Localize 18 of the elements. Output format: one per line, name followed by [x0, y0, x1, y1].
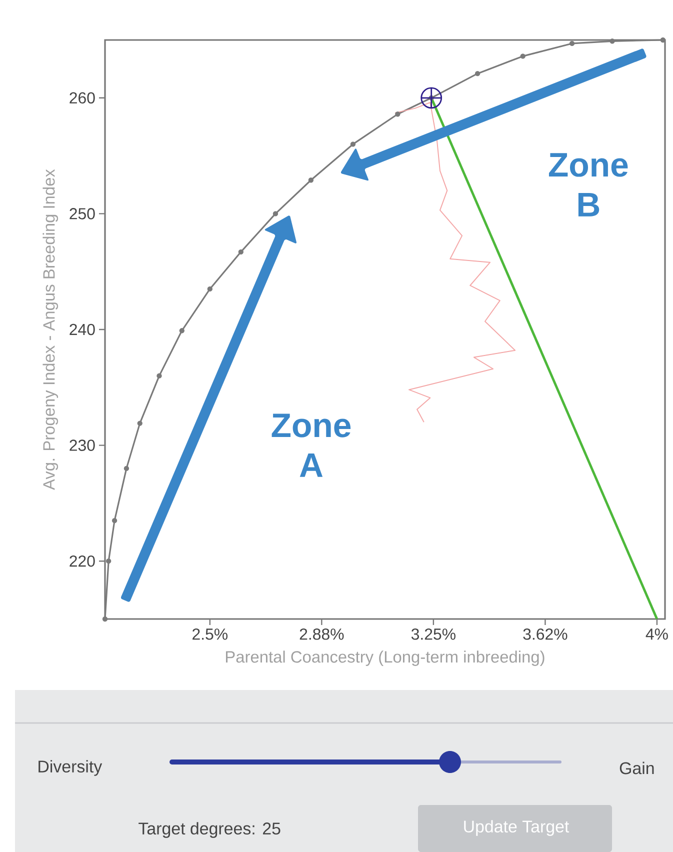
- x-tick-label: 4%: [646, 628, 668, 640]
- annotation: Zone B: [548, 153, 628, 216]
- text: Gain: [620, 762, 654, 774]
- x-tick-label: 3.62%: [523, 628, 568, 640]
- y-tick-label: 220: [70, 555, 95, 567]
- text: Target degrees: 25: [138, 822, 280, 838]
- text: Diversity: [38, 760, 102, 776]
- text: Update Target: [464, 820, 570, 836]
- y-tick-label: 240: [70, 324, 95, 336]
- x-tick-label: 2.88%: [300, 628, 344, 640]
- x-axis-title: Parental Coancestry (Long-term inbreeding): [226, 650, 544, 666]
- y-tick-label: 230: [70, 440, 95, 451]
- y-tick-label: 250: [70, 208, 95, 220]
- y-tick-label: 260: [70, 92, 95, 104]
- x-tick-label: 3.25%: [411, 628, 456, 640]
- x-tick-label: 2.5%: [192, 628, 228, 640]
- y-axis-title: Avg. Progeny Index - Angus Breeding Index: [42, 169, 58, 490]
- annotation: Zone A: [272, 414, 351, 477]
